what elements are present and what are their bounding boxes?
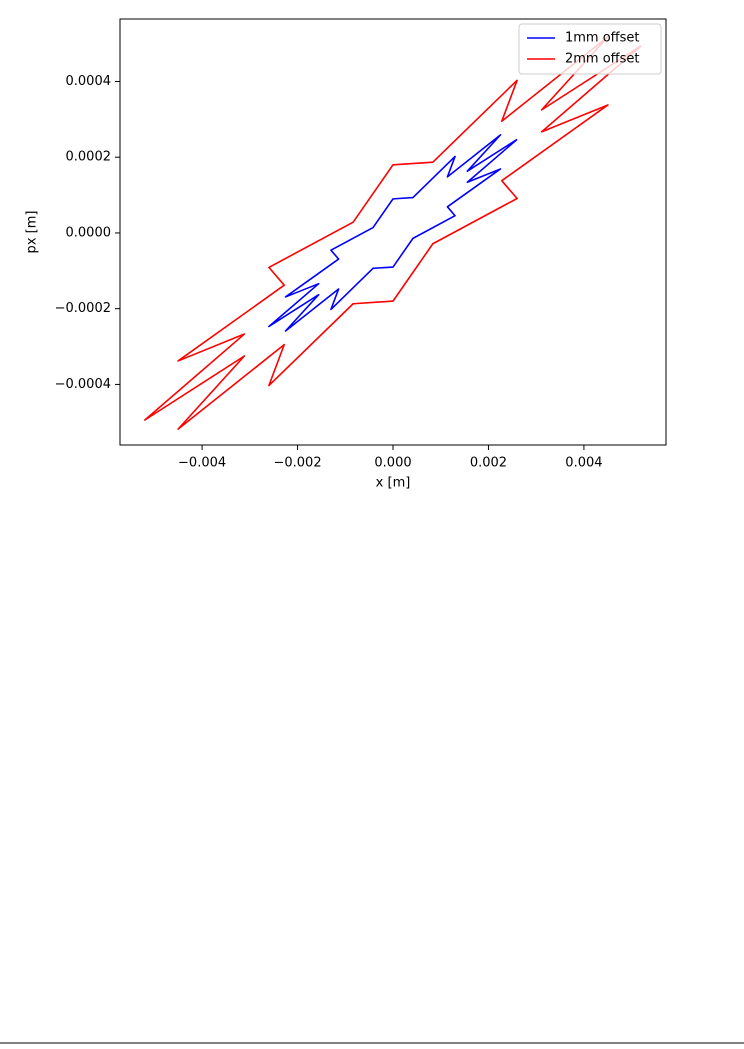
x-tick-label: 0.004 (565, 456, 602, 471)
x-tick-label: 0.002 (470, 456, 507, 471)
series-line (268, 134, 518, 332)
y-tick-label: 0.0000 (66, 225, 112, 240)
legend-label: 2mm offset (565, 52, 640, 67)
y-tick-label: −0.0004 (55, 377, 111, 392)
legend-label: 1mm offset (565, 31, 640, 46)
y-tick-label: −0.0002 (55, 301, 111, 316)
x-axis-label: x [m] (376, 476, 411, 491)
x-tick-label: −0.004 (178, 456, 226, 471)
x-tick-label: 0.000 (374, 456, 411, 471)
y-axis-label: px [m] (25, 211, 40, 254)
series-line (144, 36, 642, 430)
y-tick-label: 0.0004 (66, 74, 112, 89)
legend-box (518, 23, 662, 75)
x-tick-label: −0.002 (273, 456, 321, 471)
y-tick-label: 0.0002 (66, 150, 112, 165)
